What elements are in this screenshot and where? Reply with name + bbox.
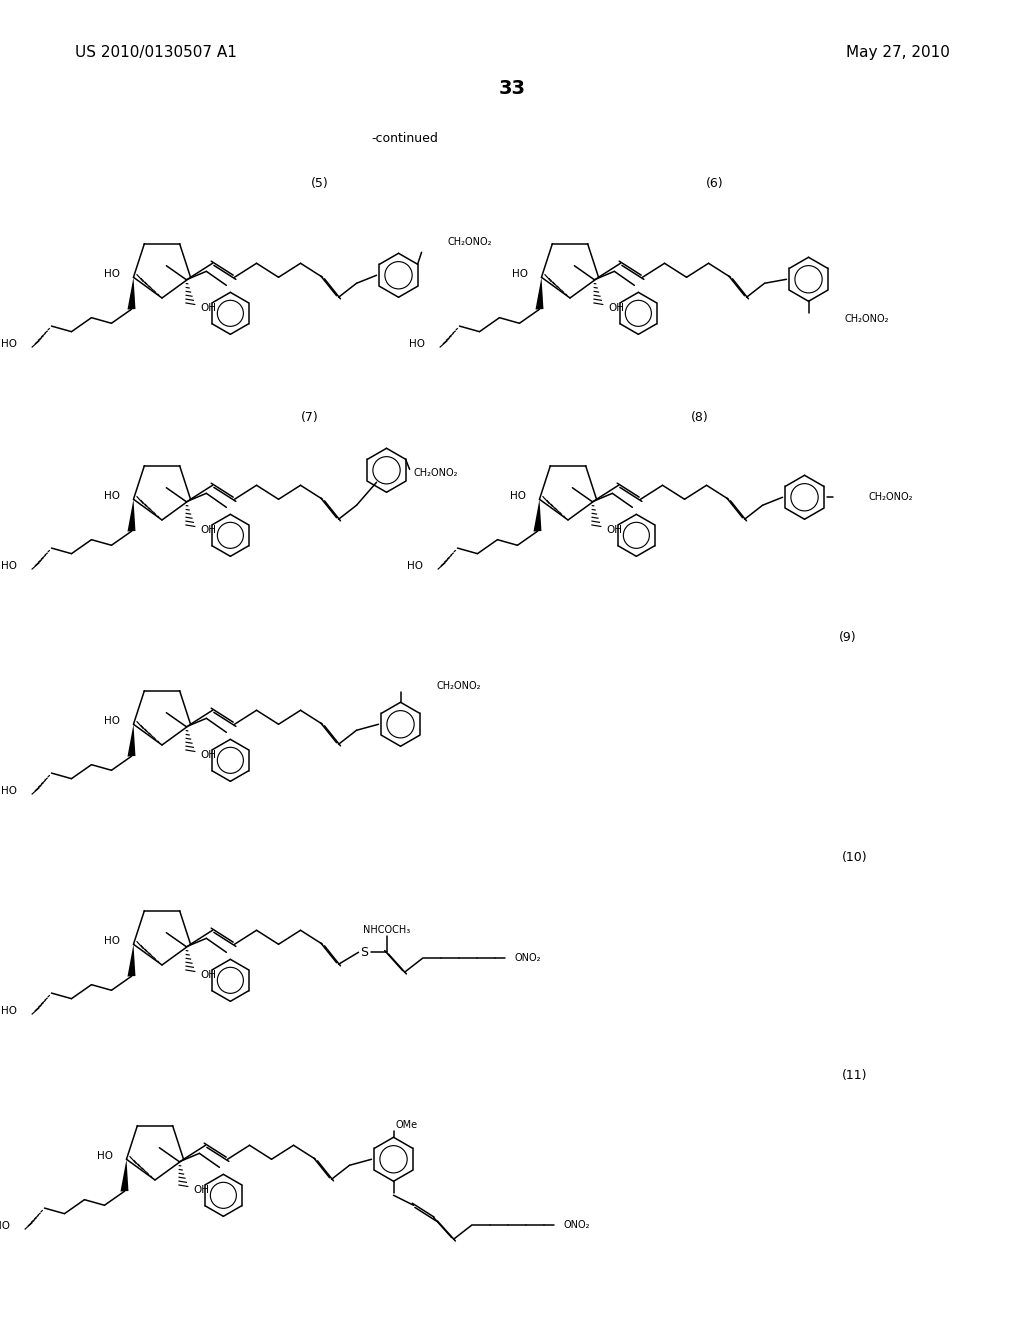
Text: HO: HO (1, 561, 17, 572)
Text: HO: HO (1, 339, 17, 348)
Text: HO: HO (512, 269, 528, 279)
Text: HO: HO (104, 269, 120, 279)
Text: (11): (11) (843, 1068, 867, 1081)
Text: HO: HO (0, 1221, 10, 1232)
Polygon shape (127, 499, 135, 532)
Text: OH: OH (606, 525, 623, 535)
Polygon shape (127, 944, 135, 977)
Text: OH: OH (194, 1185, 209, 1195)
Text: OMe: OMe (395, 1121, 418, 1130)
Polygon shape (536, 277, 544, 309)
Text: (7): (7) (301, 412, 318, 425)
Text: HO: HO (104, 936, 120, 946)
Text: HO: HO (410, 339, 425, 348)
Text: HO: HO (1, 787, 17, 796)
Text: ONO₂: ONO₂ (563, 1220, 590, 1230)
Text: HO: HO (104, 715, 120, 726)
Text: OH: OH (201, 302, 216, 313)
Text: HO: HO (408, 561, 424, 572)
Polygon shape (552, 244, 578, 268)
Polygon shape (144, 244, 169, 268)
Text: CH₂ONO₂: CH₂ONO₂ (868, 492, 913, 503)
Text: OH: OH (201, 970, 216, 979)
Text: CH₂ONO₂: CH₂ONO₂ (845, 314, 889, 325)
Text: ONO₂: ONO₂ (514, 953, 541, 964)
Polygon shape (144, 690, 169, 715)
Text: S: S (360, 945, 369, 958)
Polygon shape (534, 499, 542, 532)
Text: (8): (8) (691, 412, 709, 425)
Text: (5): (5) (311, 177, 329, 190)
Polygon shape (127, 725, 135, 756)
Text: HO: HO (104, 491, 120, 502)
Text: HO: HO (97, 1151, 113, 1162)
Text: CH₂ONO₂: CH₂ONO₂ (447, 238, 493, 247)
Text: OH: OH (201, 750, 216, 760)
Text: (9): (9) (840, 631, 857, 644)
Polygon shape (121, 1159, 128, 1192)
Polygon shape (550, 466, 575, 491)
Text: -continued: -continued (372, 132, 438, 144)
Text: May 27, 2010: May 27, 2010 (846, 45, 950, 59)
Text: OH: OH (201, 525, 216, 535)
Polygon shape (144, 466, 169, 491)
Text: 33: 33 (499, 78, 525, 98)
Text: US 2010/0130507 A1: US 2010/0130507 A1 (75, 45, 237, 59)
Text: (6): (6) (707, 177, 724, 190)
Text: NHCOCH₃: NHCOCH₃ (362, 925, 411, 936)
Text: HO: HO (1, 1006, 17, 1016)
Text: CH₂ONO₂: CH₂ONO₂ (436, 681, 481, 692)
Text: OH: OH (608, 302, 625, 313)
Text: CH₂ONO₂: CH₂ONO₂ (414, 469, 458, 478)
Polygon shape (127, 277, 135, 309)
Polygon shape (144, 911, 169, 936)
Polygon shape (137, 1126, 162, 1151)
Text: (10): (10) (842, 851, 867, 865)
Text: HO: HO (510, 491, 526, 502)
